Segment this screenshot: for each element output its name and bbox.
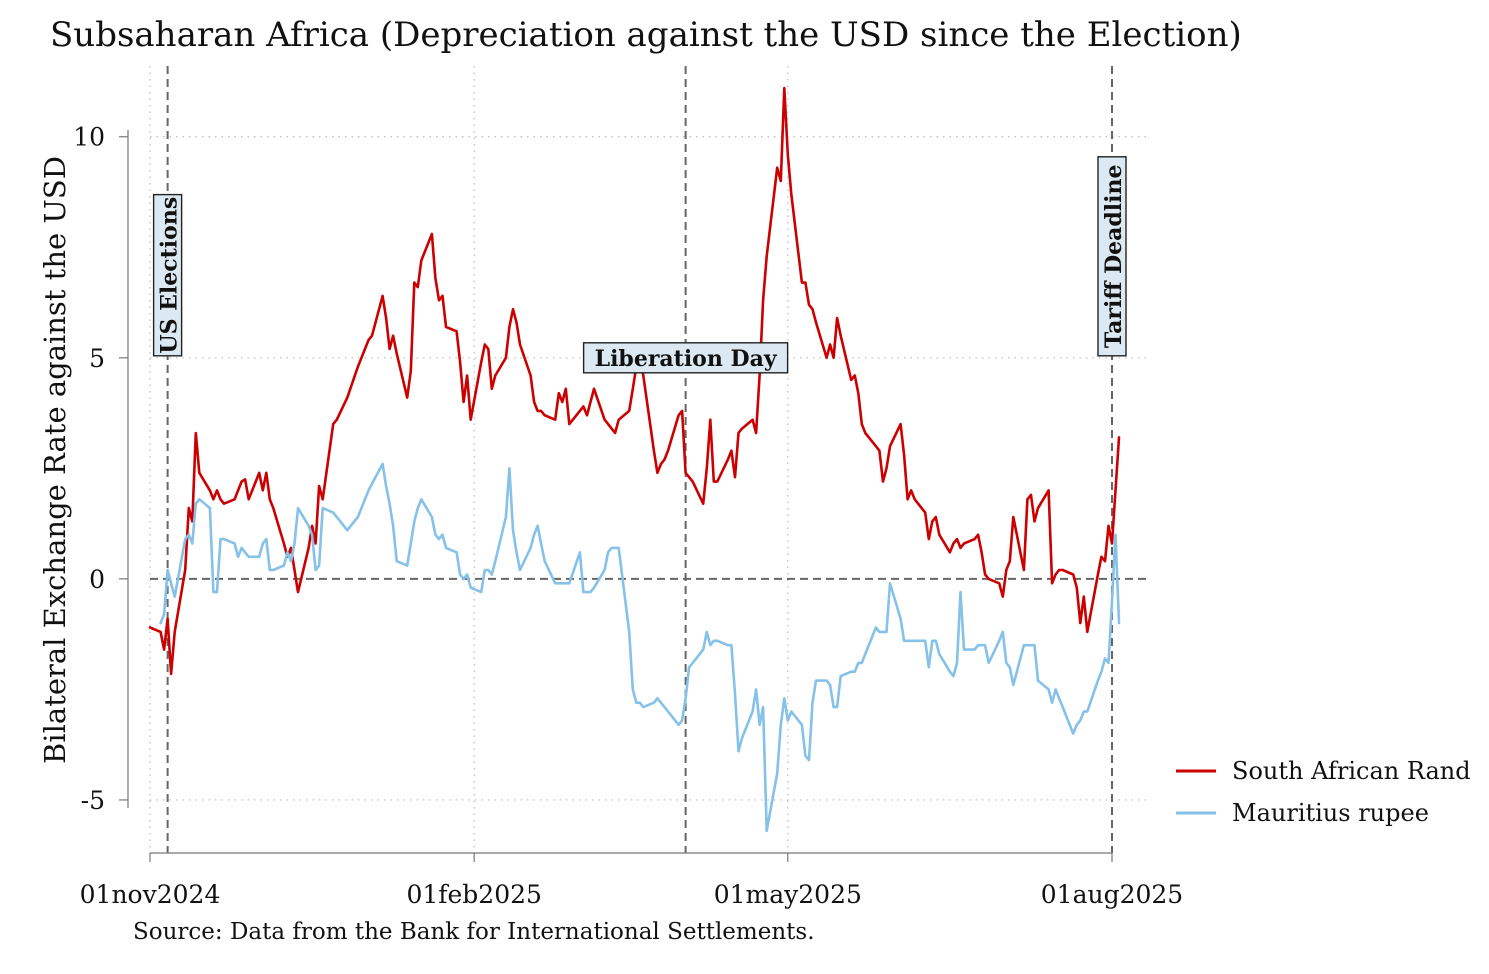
x-tick-label: 01feb2025 <box>406 880 542 909</box>
x-tick-label: 01nov2024 <box>80 880 221 909</box>
y-tick-label: 10 <box>73 123 105 152</box>
grid-layer <box>149 66 1150 853</box>
y-tick-label: 0 <box>89 565 105 594</box>
legend-item: South African Rand <box>1176 757 1471 785</box>
annotation-layer: US Elections Liberation Day Tariff Deadlin… <box>152 156 1127 374</box>
source-note: Source: Data from the Bank for Internati… <box>133 919 815 945</box>
event-annotation-box <box>1097 156 1127 357</box>
event-annotation: US Elections <box>152 193 183 357</box>
reference-lines <box>150 66 1150 853</box>
y-ticks: -5 0 5 10 <box>73 123 128 815</box>
series-line <box>148 86 1121 676</box>
legend: South African Rand Mauritius rupee <box>1176 757 1471 827</box>
event-annotation-label: Liberation Day <box>595 346 778 372</box>
series-layer <box>148 86 1121 833</box>
x-tick-label: 01may2025 <box>714 880 862 909</box>
y-tick-label: 5 <box>89 344 105 373</box>
event-annotation: Liberation Day <box>582 342 789 374</box>
legend-item: Mauritius rupee <box>1176 799 1429 827</box>
series-line <box>159 462 1121 833</box>
x-ticks: 01nov2024 01feb2025 01may2025 01aug2025 <box>80 853 1183 909</box>
event-annotation: Tariff Deadline <box>1097 156 1127 357</box>
chart-title: Subsaharan Africa (Depreciation against … <box>50 15 1242 55</box>
event-annotation-box <box>582 342 789 374</box>
legend-label: South African Rand <box>1232 757 1471 785</box>
event-annotation-label: US Elections <box>157 197 183 354</box>
event-annotation-label: Tariff Deadline <box>1101 165 1127 349</box>
x-tick-label: 01aug2025 <box>1041 880 1183 909</box>
legend-label: Mauritius rupee <box>1232 799 1429 827</box>
event-annotation-box <box>152 193 183 357</box>
y-axis-label: Bilateral Exchange Rate against the USD <box>38 156 72 764</box>
y-tick-label: -5 <box>81 786 105 815</box>
